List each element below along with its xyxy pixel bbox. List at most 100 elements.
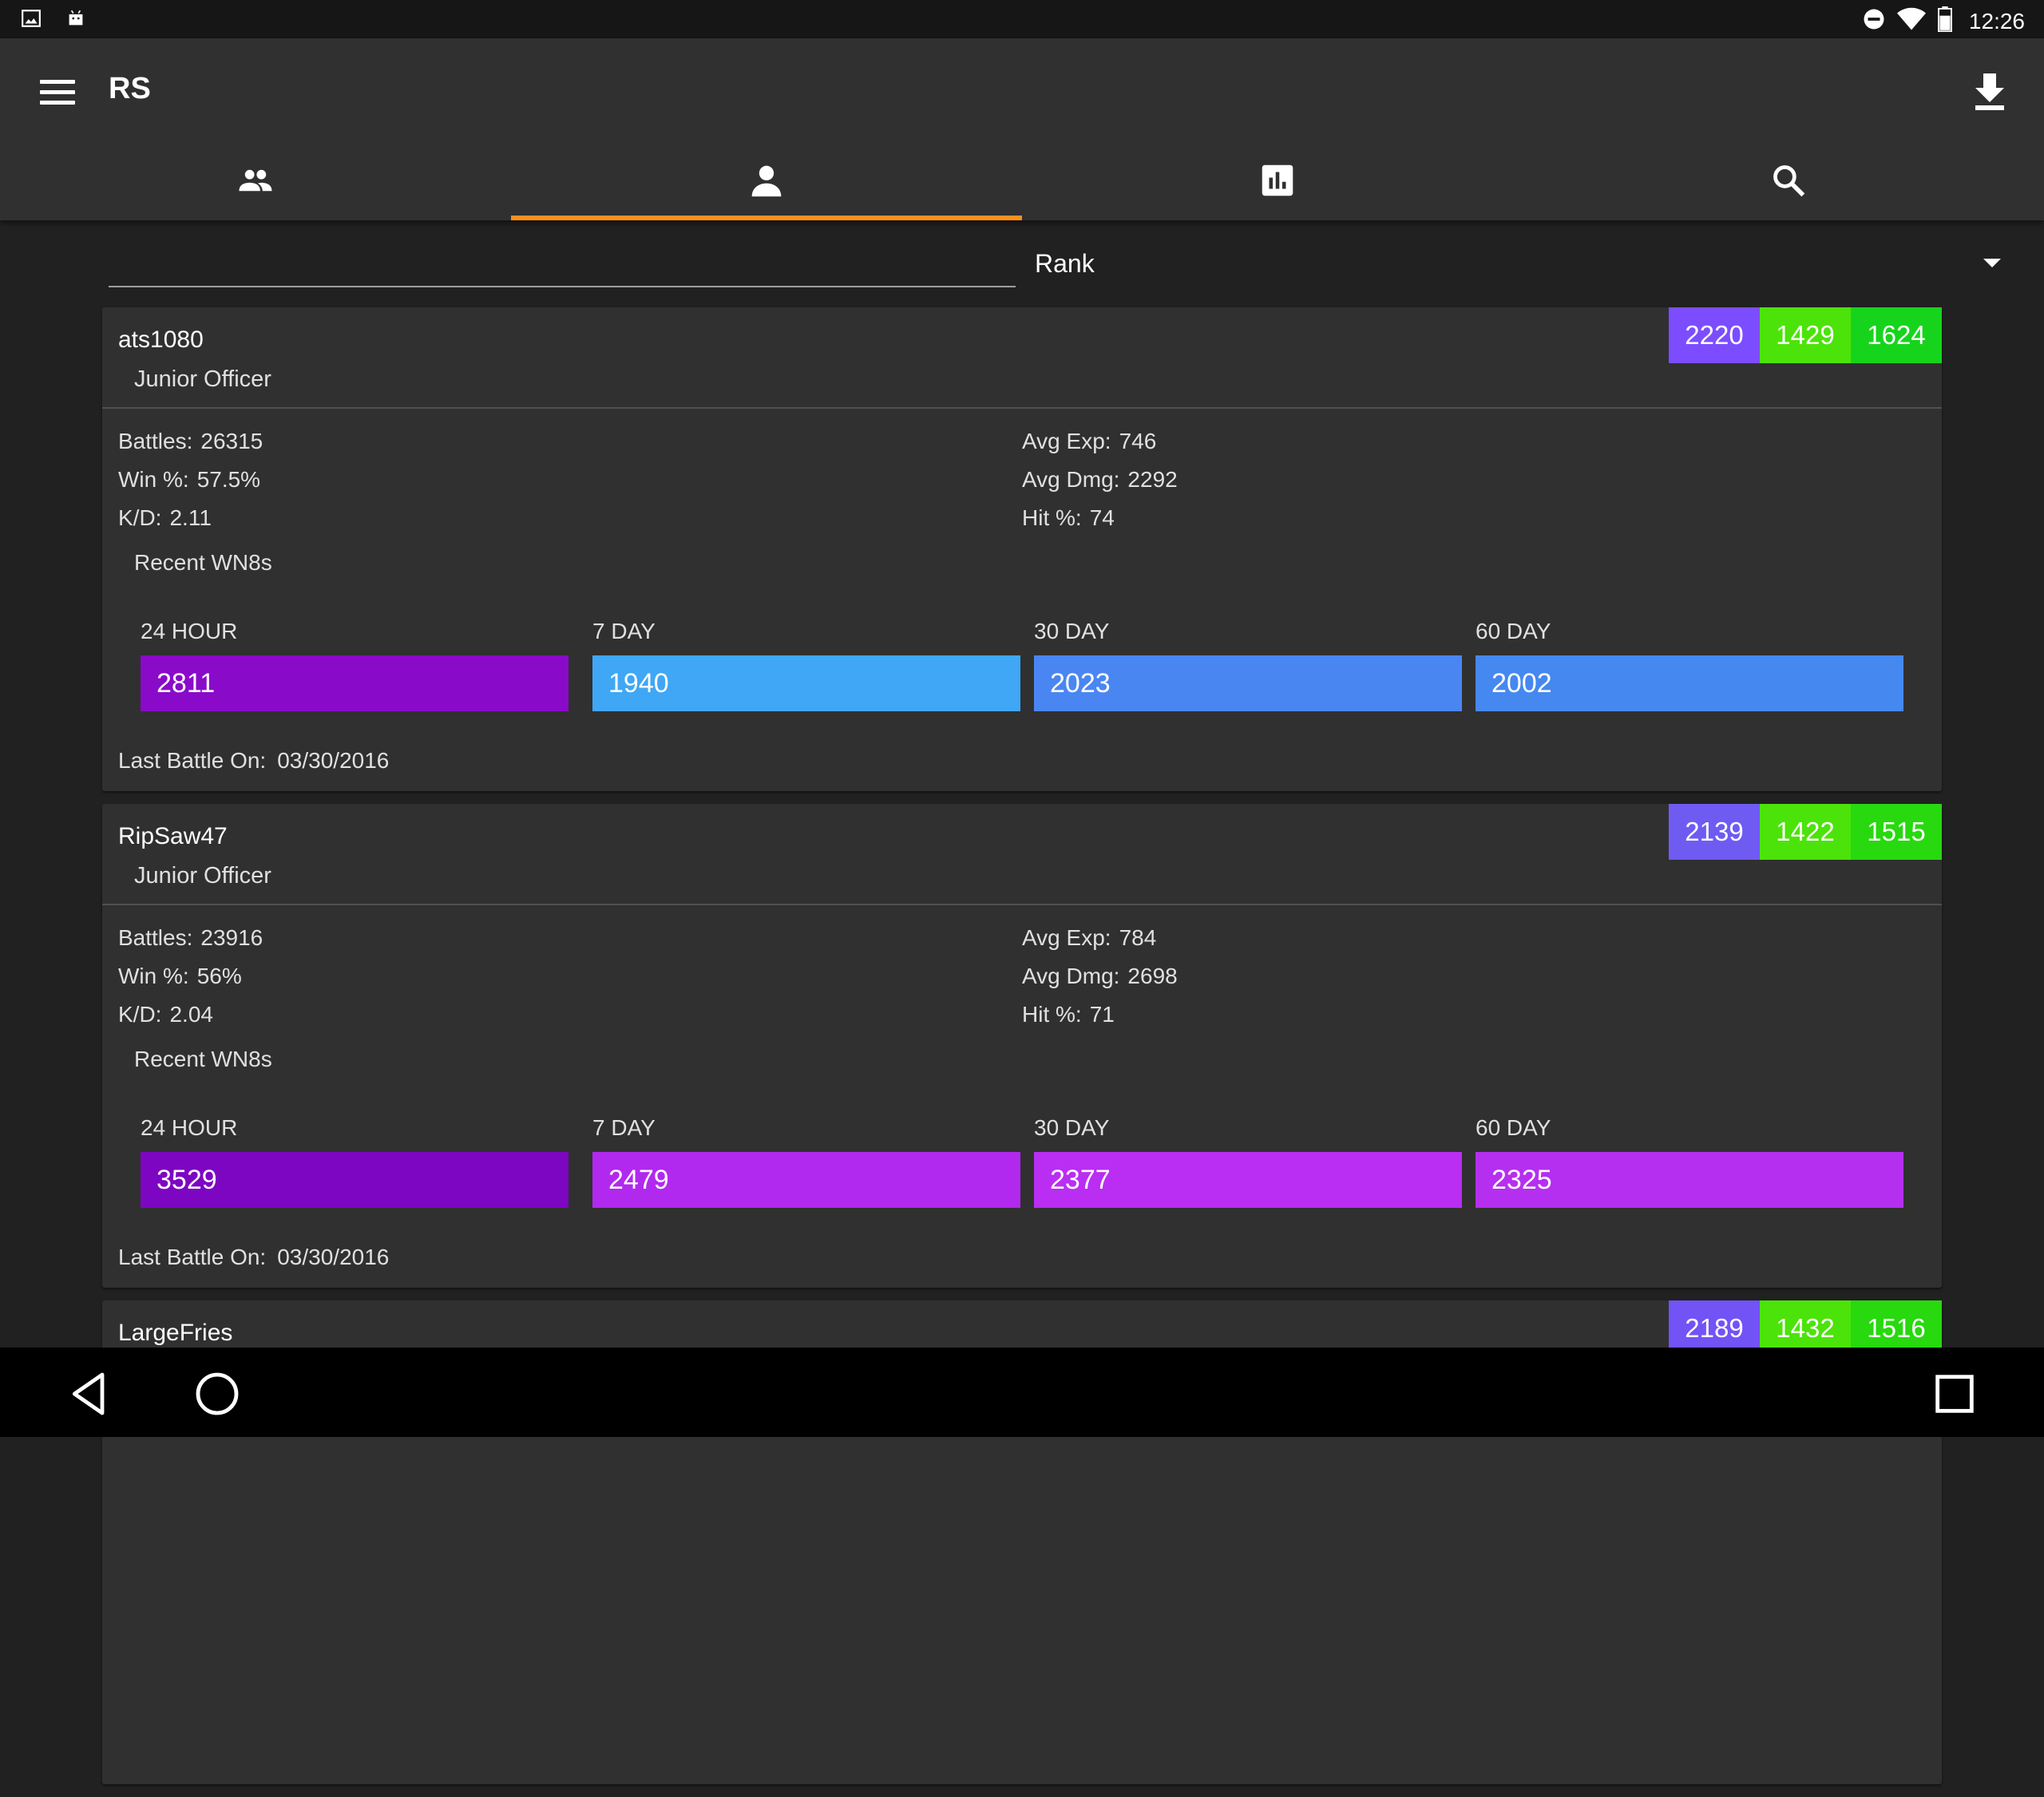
rating-badge: 2189	[1669, 1300, 1760, 1356]
wn8-period-label: 7 DAY	[592, 1115, 656, 1140]
wn8-bar: 2325	[1476, 1152, 1903, 1208]
wn8-bar: 3529	[141, 1152, 568, 1208]
android-icon	[65, 8, 86, 33]
last-battle-date: 03/30/2016	[277, 748, 390, 773]
app-bar: RS	[0, 38, 2044, 220]
stat-value: 2292	[1127, 467, 1178, 492]
recents-icon[interactable]	[1929, 1368, 1980, 1419]
last-battle-label: Last Battle On:	[118, 1245, 267, 1269]
stat-label: Battles:	[118, 925, 193, 950]
last-battle-date: 03/30/2016	[277, 1245, 390, 1269]
wn8-bar: 2479	[592, 1152, 1020, 1208]
wn8-60-day: 60 DAY 2002	[1476, 619, 1903, 711]
player-rank: Junior Officer	[134, 863, 271, 889]
stat-label: Avg Exp:	[1022, 429, 1111, 453]
stat-label: Avg Dmg:	[1022, 964, 1120, 988]
stat-value: 56%	[196, 964, 242, 988]
clock: 12:26	[1968, 8, 2025, 34]
stat-label: Battles:	[118, 429, 193, 453]
stat-hit: Hit %: 74	[1022, 505, 1115, 531]
stat-label: Avg Exp:	[1022, 925, 1111, 950]
home-icon[interactable]	[192, 1368, 243, 1419]
stat-kd: K/D: 2.04	[118, 1002, 213, 1027]
stat-value: 23916	[200, 925, 263, 950]
wn8-bar: 1940	[592, 655, 1020, 711]
tab-player[interactable]	[511, 144, 1022, 220]
wn8-bar: 2377	[1034, 1152, 1462, 1208]
player-list: ats1080 Junior Officer 2220 1429 1624 Ba…	[102, 307, 1942, 1797]
wn8-period-label: 60 DAY	[1476, 619, 1551, 643]
player-name: LargeFries	[118, 1320, 233, 1346]
last-battle: Last Battle On: 03/30/2016	[118, 748, 389, 774]
rating-badge: 1422	[1760, 804, 1851, 860]
stat-value: 26315	[200, 429, 263, 453]
sort-dropdown[interactable]: Rank	[1035, 239, 2025, 287]
divider	[102, 904, 1942, 905]
filter-input[interactable]	[109, 239, 1016, 287]
stat-avg-exp: Avg Exp: 784	[1022, 925, 1156, 951]
player-card[interactable]: RipSaw47 Junior Officer 2139 1422 1515 B…	[102, 804, 1942, 1288]
player-name: RipSaw47	[118, 823, 228, 849]
dnd-icon	[1862, 7, 1886, 35]
sort-selected-value: Rank	[1035, 249, 1095, 278]
stat-avg-exp: Avg Exp: 746	[1022, 429, 1156, 454]
bar-chart-icon	[1261, 164, 1294, 201]
rating-badge: 1429	[1760, 307, 1851, 363]
rating-badge: 1624	[1851, 307, 1942, 363]
search-icon	[1771, 163, 1806, 202]
system-nav-bar	[0, 1348, 2044, 1437]
rating-badge: 1515	[1851, 804, 1942, 860]
filter-row: Rank	[109, 239, 2001, 289]
tab-bar	[0, 144, 2044, 220]
wn8-period-label: 24 HOUR	[141, 1115, 238, 1140]
rating-badges: 2139 1422 1515	[1669, 804, 1942, 860]
rating-badge: 1516	[1851, 1300, 1942, 1356]
stat-value: 746	[1119, 429, 1157, 453]
wn8-7-day: 7 DAY 2479	[592, 1115, 1020, 1208]
stat-label: Hit %:	[1022, 505, 1082, 530]
rating-badges: 2189 1432 1516	[1669, 1300, 1942, 1356]
tab-search[interactable]	[1533, 144, 2044, 220]
stat-value: 784	[1119, 925, 1157, 950]
rating-badge: 1432	[1760, 1300, 1851, 1356]
group-icon	[238, 166, 273, 199]
wn8-24-hour: 24 HOUR 2811	[141, 619, 568, 711]
menu-icon[interactable]	[37, 75, 78, 113]
rating-badge: 2220	[1669, 307, 1760, 363]
stat-avg-dmg: Avg Dmg: 2698	[1022, 964, 1178, 989]
player-card[interactable]: ats1080 Junior Officer 2220 1429 1624 Ba…	[102, 307, 1942, 791]
last-battle: Last Battle On: 03/30/2016	[118, 1245, 389, 1270]
stat-avg-dmg: Avg Dmg: 2292	[1022, 467, 1178, 493]
stat-value: 2.04	[169, 1002, 213, 1027]
rating-badge: 2139	[1669, 804, 1760, 860]
stat-label: Win %:	[118, 467, 189, 492]
stat-label: K/D:	[118, 505, 162, 530]
stat-label: Hit %:	[1022, 1002, 1082, 1027]
wn8-bar: 2002	[1476, 655, 1903, 711]
wn8-24-hour: 24 HOUR 3529	[141, 1115, 568, 1208]
tab-stats[interactable]	[1022, 144, 1533, 220]
player-name: ats1080	[118, 327, 204, 353]
recent-wn8-title: Recent WN8s	[134, 550, 272, 575]
wn8-7-day: 7 DAY 1940	[592, 619, 1020, 711]
rating-badges: 2220 1429 1624	[1669, 307, 1942, 363]
wn8-30-day: 30 DAY 2023	[1034, 619, 1462, 711]
stat-value: 2.11	[169, 505, 212, 530]
recent-wn8-title: Recent WN8s	[134, 1047, 272, 1071]
wn8-period-label: 60 DAY	[1476, 1115, 1551, 1140]
back-icon[interactable]	[64, 1368, 115, 1419]
chevron-down-icon	[1983, 259, 2001, 267]
wn8-period-label: 24 HOUR	[141, 619, 238, 643]
divider	[102, 407, 1942, 409]
stat-hit: Hit %: 71	[1022, 1002, 1115, 1027]
app-title: RS	[109, 72, 151, 105]
stat-battles: Battles: 26315	[118, 429, 263, 454]
wn8-bar: 2811	[141, 655, 568, 711]
stat-value: 71	[1089, 1002, 1115, 1027]
stat-battles: Battles: 23916	[118, 925, 263, 951]
wn8-30-day: 30 DAY 2377	[1034, 1115, 1462, 1208]
status-bar: 12:26	[0, 0, 2044, 38]
tab-clan[interactable]	[0, 144, 511, 220]
download-icon[interactable]	[1971, 70, 2009, 112]
person-icon	[749, 163, 784, 202]
